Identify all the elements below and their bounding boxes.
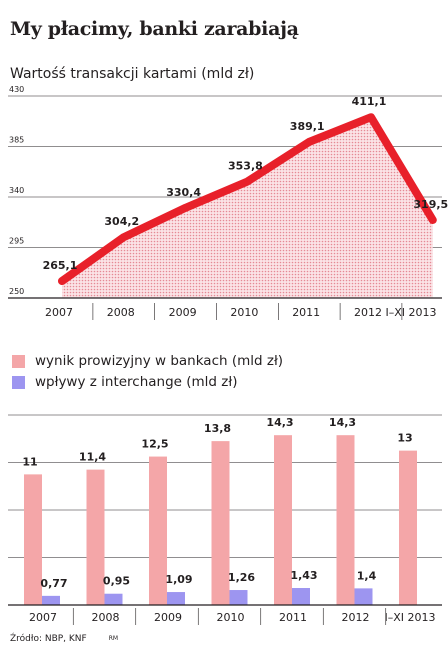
bar-commission-label: 14,3 <box>329 416 356 429</box>
line-x-tick-label: 2007 <box>45 306 73 319</box>
bar-commission <box>274 435 292 605</box>
bar-commission-label: 11,4 <box>79 451 106 464</box>
bar-x-tick-label: 2012 <box>342 611 370 624</box>
line-x-tick-label: 2009 <box>169 306 197 319</box>
line-x-tick-label: 2011 <box>292 306 320 319</box>
line-point <box>61 280 63 283</box>
source-text: Źródło: NBP, KNF <box>10 634 87 644</box>
line-ytick-label: 430 <box>9 85 24 94</box>
line-data-label: 353,8 <box>228 160 263 173</box>
legend-label-interchange: wpływy z interchange (mld zł) <box>35 374 238 390</box>
bar-commission <box>336 435 355 605</box>
legend-item-interchange: wpływy z interchange (mld zł) <box>12 374 238 390</box>
author-tag: RM <box>108 635 119 642</box>
bar-interchange <box>104 593 123 605</box>
legend-label-commission: wynik prowizyjny w bankach (mld zł) <box>35 353 284 369</box>
bar-interchange-label: 0,95 <box>103 575 130 588</box>
line-point <box>246 180 249 183</box>
bar-interchange <box>292 588 310 605</box>
bar-commission-label: 13,8 <box>204 422 231 435</box>
line-ytick-label: 295 <box>9 237 24 246</box>
bar-x-tick-label: I–XI 2013 <box>384 611 435 624</box>
bar-interchange <box>42 595 60 605</box>
line-point <box>308 140 311 143</box>
legend-item-commission: wynik prowizyjny w bankach (mld zł) <box>12 353 283 369</box>
line-data-label: 389,1 <box>290 120 325 133</box>
line-data-label: 304,2 <box>104 215 139 228</box>
bar-commission-label: 11 <box>22 455 37 468</box>
line-point <box>431 219 434 222</box>
legend-swatch-interchange <box>12 375 25 389</box>
bar-commission <box>86 469 105 605</box>
bar-interchange <box>354 588 373 605</box>
bar-x-tick-label: 2007 <box>29 611 57 624</box>
bar-commission <box>149 456 167 605</box>
line-chart: 250 295 340 385 430 265,1 304,2 330,4 353,8 389,1… <box>8 85 448 320</box>
bar-interchange <box>167 592 185 605</box>
bar-x-tick-label: 2009 <box>154 611 182 624</box>
bar-interchange-label: 1,4 <box>357 569 377 582</box>
legend-swatch-commission <box>12 354 25 368</box>
bar-x-tick-label: 2010 <box>217 611 245 624</box>
line-ytick-label: 250 <box>9 287 24 296</box>
line-point <box>370 116 372 119</box>
line-x-tick-label: 2008 <box>107 306 135 319</box>
bar-commission-label: 13 <box>397 432 412 445</box>
line-point <box>122 236 125 239</box>
line-x-tick-label: 2012 <box>354 306 382 319</box>
line-data-label: 265,1 <box>43 259 78 272</box>
bar-interchange-label: 1,09 <box>165 573 192 586</box>
bar-commission <box>399 450 417 605</box>
bar-commission-label: 12,5 <box>141 438 168 451</box>
bar-x-tick-label: 2011 <box>279 611 307 624</box>
bar-interchange <box>229 590 248 605</box>
line-ytick-label: 385 <box>9 136 24 145</box>
bar-commission-label: 14,3 <box>266 416 293 429</box>
bar-x-tick-label: 2008 <box>92 611 120 624</box>
bar-interchange-label: 0,77 <box>40 577 67 590</box>
bar-commission <box>24 474 42 605</box>
bar-interchange-label: 1,43 <box>290 569 317 582</box>
line-ytick-label: 340 <box>9 186 24 195</box>
line-x-tick-label: I–XI 2013 <box>385 306 436 319</box>
bar-commission <box>211 441 230 605</box>
line-data-label: 319,5 <box>413 198 448 211</box>
source-note: Źródło: NBP, KNF RM <box>10 634 118 644</box>
line-chart-title: Wartośś transakcji kartami (mld zł) <box>10 66 255 82</box>
bar-chart: 11 0,77 2007 11,4 0,95 2008 12,5 1,09 2009 13,8 1,… <box>8 414 442 625</box>
line-x-tick-label: 2010 <box>230 306 258 319</box>
line-data-label: 330,4 <box>166 186 201 199</box>
bar-interchange-label: 1,26 <box>228 571 255 584</box>
chart-title: My płacimy, banki zarabiają <box>10 18 299 40</box>
line-area-fill <box>62 117 433 299</box>
line-data-label: 411,1 <box>352 95 387 108</box>
line-point <box>184 206 187 209</box>
